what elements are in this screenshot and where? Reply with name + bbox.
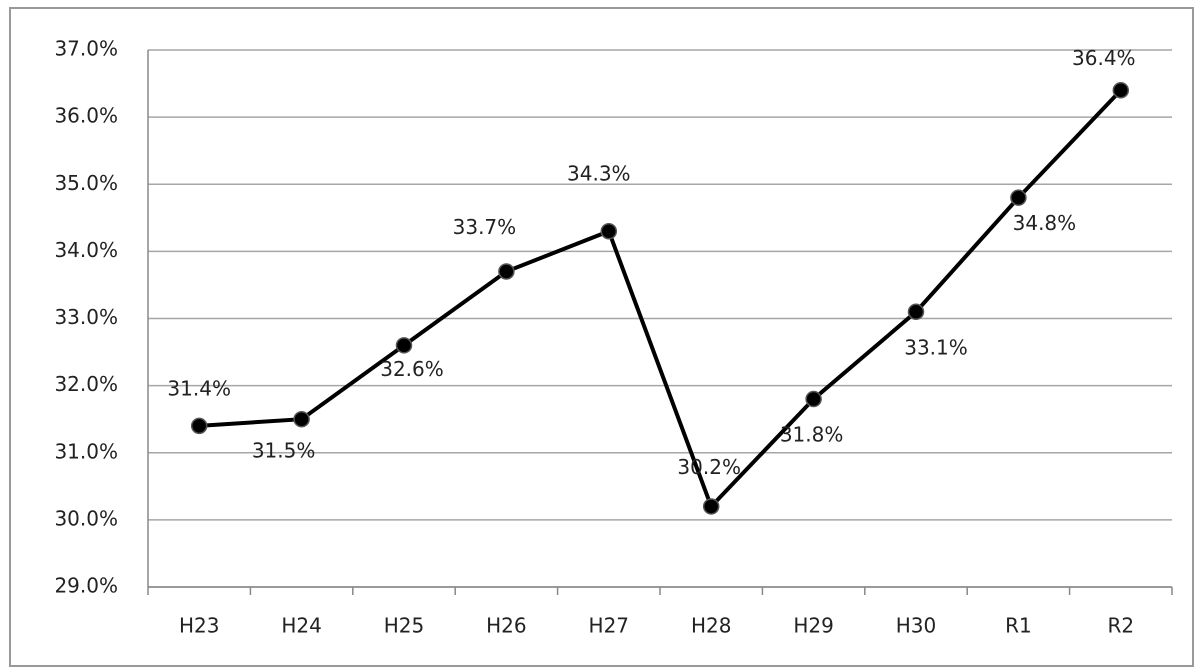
- marker: [907, 303, 925, 321]
- data-label: 36.4%: [1072, 46, 1136, 70]
- y-tick-label: 35.0%: [54, 171, 118, 195]
- x-tick-label: H28: [691, 614, 732, 638]
- data-label: 31.5%: [252, 439, 316, 463]
- marker: [1112, 82, 1130, 99]
- y-tick-label: 29.0%: [54, 574, 118, 598]
- y-tick-label: 36.0%: [54, 104, 118, 128]
- y-tick-label: 33.0%: [54, 305, 118, 329]
- x-tick-label: H26: [486, 614, 527, 638]
- data-label: 31.8%: [780, 423, 844, 447]
- data-label: 34.3%: [567, 162, 631, 186]
- y-tick-label: 34.0%: [54, 238, 118, 262]
- marker: [190, 417, 208, 435]
- marker: [805, 390, 822, 408]
- marker: [498, 263, 515, 280]
- line: [199, 88, 1123, 511]
- data-label: 30.2%: [677, 455, 741, 479]
- x-tick-label: H27: [589, 614, 630, 638]
- marker: [600, 222, 618, 240]
- y-tick-label: 30.0%: [54, 506, 118, 530]
- y-tick-label: 32.0%: [54, 372, 118, 396]
- x-tick-label: H25: [384, 614, 425, 638]
- marker: [395, 337, 413, 354]
- x-tick-label: H30: [896, 614, 937, 638]
- x-tick-label: R1: [1005, 614, 1032, 638]
- x-tick-label: H29: [793, 614, 834, 638]
- data-label: 33.7%: [453, 215, 517, 239]
- y-tick-label: 37.0%: [54, 37, 118, 61]
- chart-border: [9, 7, 1194, 667]
- data-label: 33.1%: [904, 335, 968, 359]
- y-tick-label: 31.0%: [54, 439, 118, 463]
- marker: [1010, 189, 1027, 206]
- marker: [293, 410, 310, 428]
- data-label: 31.4%: [167, 376, 231, 400]
- data-label: 34.8%: [1013, 211, 1077, 235]
- data-label: 32.6%: [380, 357, 444, 381]
- x-tick-label: H23: [179, 614, 220, 638]
- x-tick-label: H24: [281, 614, 322, 638]
- marker: [702, 498, 720, 515]
- x-tick-label: R2: [1107, 614, 1134, 638]
